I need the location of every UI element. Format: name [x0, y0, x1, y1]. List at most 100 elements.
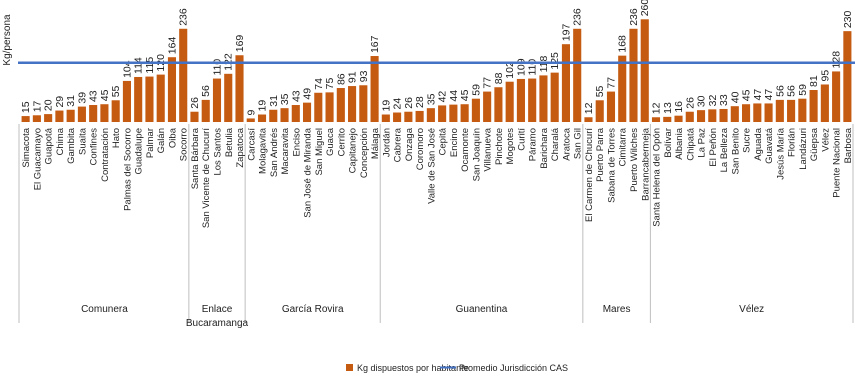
value-label: 44	[448, 90, 460, 102]
category-label: Guaca	[325, 127, 336, 156]
category-label: Oiba	[167, 127, 178, 148]
bar	[89, 105, 98, 122]
bar	[573, 28, 582, 123]
bar	[505, 81, 514, 122]
category-label: Chima	[55, 127, 66, 155]
group-label: Vélez	[739, 304, 764, 315]
bar	[719, 108, 728, 122]
value-label: 197	[560, 24, 572, 42]
value-label: 9	[245, 109, 257, 115]
value-label: 260	[639, 0, 651, 16]
value-label: 81	[808, 75, 820, 87]
value-label: 167	[369, 35, 381, 53]
category-label: Barbosa	[843, 127, 854, 163]
bar	[550, 72, 559, 123]
bar	[235, 55, 244, 122]
category-label: Onzaga	[404, 127, 415, 161]
value-label: 125	[549, 52, 561, 70]
value-label: 35	[425, 93, 437, 105]
y-axis-label: Kg/persona	[2, 14, 13, 66]
bar	[820, 84, 829, 122]
category-label: El Carmen de Chucurí	[584, 128, 595, 222]
category-label: Puente Nacional	[832, 128, 843, 198]
value-label: 42	[437, 91, 449, 103]
bar	[381, 114, 390, 122]
bar	[528, 78, 537, 122]
bar	[561, 44, 570, 122]
value-label: 236	[572, 8, 584, 26]
bar	[471, 98, 480, 122]
value-label: 114	[133, 57, 145, 74]
category-label: La Paz	[697, 128, 708, 158]
value-label: 77	[482, 77, 494, 89]
value-label: 33	[718, 94, 730, 106]
bar	[483, 91, 492, 122]
category-labels: Simacota El Guacamayo Guapotá Chima Gambita S…	[21, 127, 854, 228]
bar	[269, 109, 278, 122]
category-label: Contratación	[100, 128, 111, 182]
category-label: San Andrés	[269, 128, 280, 177]
value-label: 110	[527, 59, 539, 76]
value-label: 128	[831, 51, 843, 69]
bar	[291, 105, 300, 122]
category-label: Jordán	[381, 128, 392, 157]
value-label: 88	[493, 72, 505, 84]
category-label: La Belleza	[719, 127, 730, 172]
value-label: 56	[200, 85, 212, 97]
bar	[438, 105, 447, 122]
bar	[595, 100, 604, 122]
category-label: Sabana de Torres	[606, 128, 617, 203]
category-label: Betulia	[224, 127, 235, 157]
value-label: 35	[279, 93, 291, 105]
category-label: Aratoca	[561, 127, 572, 160]
value-label: 39	[76, 92, 88, 104]
value-label: 102	[504, 61, 516, 79]
value-label: 26	[189, 97, 201, 109]
bar	[314, 92, 323, 122]
category-label: Enciso	[291, 128, 302, 157]
group-label: Comunera	[81, 304, 128, 315]
bar	[246, 118, 255, 122]
category-label: Mogotes	[505, 128, 516, 165]
bar	[111, 100, 120, 122]
category-label: Albania	[674, 127, 685, 159]
category-label: Encino	[449, 128, 460, 157]
bar	[348, 86, 357, 122]
category-label: Simacota	[21, 127, 32, 167]
group-labels: Comunera Enlace Bucaramanga García Rovira Gu…	[81, 304, 764, 329]
category-label: Ocamonte	[460, 128, 471, 172]
value-label: 56	[774, 85, 786, 97]
category-label: Puerto Wilches	[629, 128, 640, 192]
bar	[404, 111, 413, 122]
bar	[449, 104, 458, 122]
bar	[393, 112, 402, 122]
bar	[764, 103, 773, 122]
value-label: 26	[403, 97, 415, 109]
category-label: Socorro	[179, 128, 190, 161]
category-label: Pinchote	[494, 128, 505, 165]
category-label: Suaita	[77, 127, 88, 155]
value-label: 40	[729, 91, 741, 103]
bar	[224, 73, 233, 122]
bar	[179, 28, 188, 123]
bar	[122, 80, 131, 122]
bar	[280, 108, 289, 122]
value-label: 93	[358, 70, 370, 82]
value-label: 164	[166, 37, 178, 55]
value-label: 230	[842, 10, 854, 28]
bar	[753, 103, 762, 122]
value-label: 110	[211, 59, 223, 76]
bar	[325, 92, 334, 123]
category-label: El Peñón	[708, 128, 719, 167]
bar	[134, 76, 143, 122]
value-label: 32	[707, 95, 719, 107]
value-label: 12	[583, 102, 595, 114]
bar	[190, 111, 199, 122]
value-label: 56	[786, 85, 798, 97]
value-label: 24	[392, 98, 404, 110]
category-label: Concepción	[359, 128, 370, 178]
value-label: 236	[178, 8, 190, 26]
value-label: 17	[31, 100, 43, 112]
value-label: 55	[594, 85, 606, 97]
bar	[415, 110, 424, 122]
